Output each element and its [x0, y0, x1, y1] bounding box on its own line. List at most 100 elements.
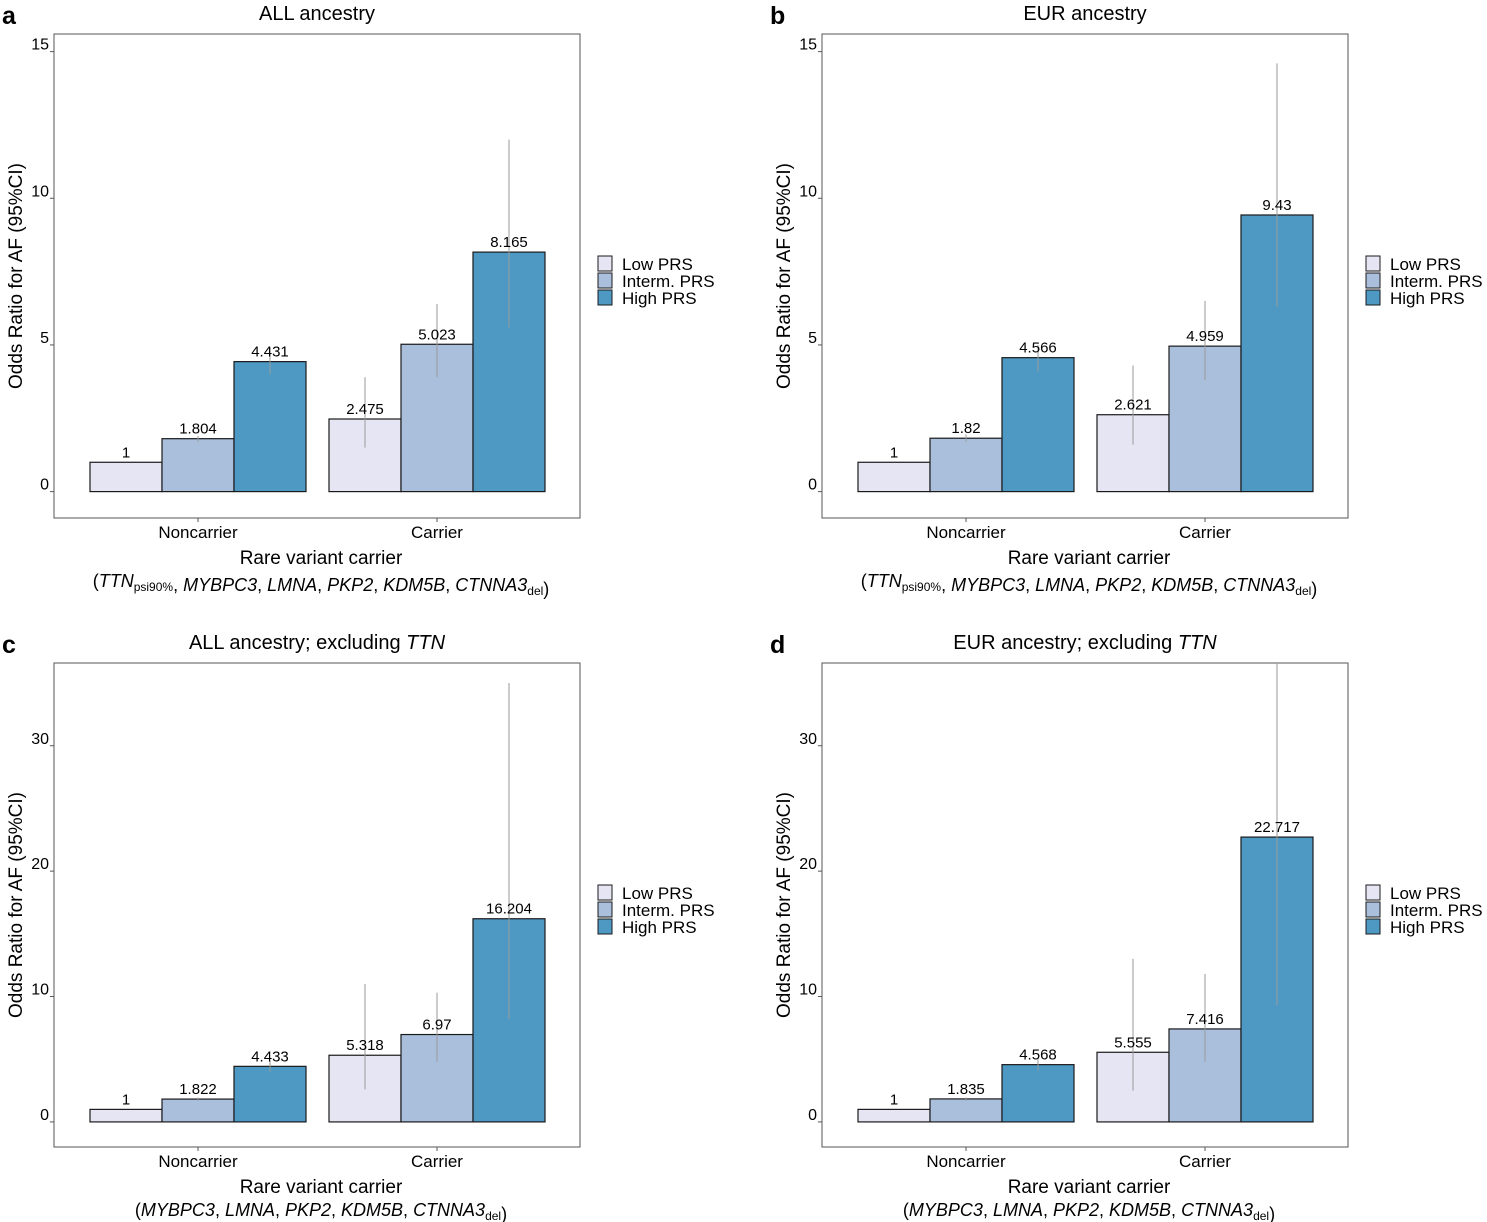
bar-value-label: 8.165: [490, 234, 528, 251]
x-tick-label: Noncarrier: [158, 1152, 238, 1171]
y-tick-label: 10: [31, 183, 49, 200]
panel-letter: c: [2, 631, 16, 659]
legend-label: High PRS: [1390, 289, 1465, 308]
panel-b: b EUR ancestry 0 5 10 15 Odds Ratio for AF (95…: [770, 2, 1483, 599]
legend-label: Low PRS: [622, 255, 693, 274]
panel-d: d EUR ancestry; excluding TTN 0 10 20 30 Odds …: [770, 631, 1483, 1222]
legend-label: High PRS: [622, 289, 697, 308]
chart-title: EUR ancestry: [1023, 3, 1146, 25]
bar-low-prsnoncarrier: [89, 1108, 163, 1123]
bar-interm-prsnoncarrier: [929, 437, 1003, 493]
x-tick-label: Noncarrier: [926, 523, 1006, 542]
panel-c: c ALL ancestry; excluding TTN 0 10 20 30 Odds …: [2, 631, 715, 1222]
y-tick-label: 0: [808, 1107, 817, 1124]
bar-high-prsnoncarrier: [1001, 1064, 1075, 1123]
y-tick-label: 5: [808, 330, 817, 347]
bar-value-label: 5.555: [1114, 1034, 1152, 1051]
bar-high-prsnoncarrier: [233, 1065, 307, 1123]
legend-swatch: [1365, 272, 1381, 289]
bar-value-label: 1.82: [951, 420, 980, 437]
bar-value-label: 1: [122, 1091, 130, 1108]
y-tick-label: 0: [40, 477, 49, 494]
x-tick-label: Carrier: [411, 523, 463, 542]
bar-high-prsnoncarrier: [1001, 357, 1075, 493]
y-axis-label: Odds Ratio for AF (95%CI): [774, 163, 795, 389]
legend-swatch: [597, 918, 613, 935]
legend-label: High PRS: [1390, 918, 1465, 937]
x-axis-gene-list: (MYBPC3, LMNA, PKP2, KDM5B, CTNNA3del): [135, 1200, 507, 1222]
x-tick-label: Carrier: [1179, 1152, 1231, 1171]
x-axis-gene-list: (MYBPC3, LMNA, PKP2, KDM5B, CTNNA3del): [903, 1200, 1275, 1222]
bar-value-label: 4.433: [251, 1048, 289, 1065]
bar-value-label: 5.318: [346, 1037, 384, 1054]
bar-value-label: 7.416: [1186, 1011, 1224, 1028]
y-tick-label: 0: [40, 1107, 49, 1124]
bar-value-label: 4.568: [1019, 1047, 1057, 1064]
x-tick-label: Carrier: [1179, 523, 1231, 542]
plot-area: [821, 33, 1349, 519]
bar-value-label: 5.023: [418, 326, 456, 343]
y-tick-label: 10: [799, 982, 817, 999]
bar-value-label: 4.566: [1019, 340, 1057, 357]
y-tick-label: 0: [808, 477, 817, 494]
bar-value-label: 1.822: [179, 1081, 217, 1098]
y-tick-label: 30: [799, 731, 817, 748]
legend-label: Interm. PRS: [1390, 901, 1483, 920]
legend-swatch: [597, 901, 613, 918]
legend-label: Low PRS: [622, 884, 693, 903]
x-axis-label: Rare variant carrier: [1008, 1177, 1171, 1198]
bar-interm-prsnoncarrier: [929, 1098, 1003, 1123]
x-axis-label: Rare variant carrier: [1008, 548, 1171, 569]
legend-label: Interm. PRS: [622, 901, 715, 920]
chart-title: ALL ancestry; excluding TTN: [189, 632, 446, 654]
y-tick-label: 30: [31, 731, 49, 748]
legend-label: Interm. PRS: [622, 272, 715, 291]
x-axis-label: Rare variant carrier: [240, 1177, 403, 1198]
bar-value-label: 6.97: [422, 1017, 451, 1034]
y-axis-label: Odds Ratio for AF (95%CI): [6, 163, 27, 389]
bar-value-label: 9.43: [1262, 197, 1291, 214]
legend-swatch: [597, 272, 613, 289]
panel-letter: a: [2, 2, 17, 30]
bar-high-prsnoncarrier: [233, 361, 307, 493]
x-tick-label: Noncarrier: [926, 1152, 1006, 1171]
y-tick-label: 10: [799, 183, 817, 200]
panel-letter: b: [770, 2, 785, 30]
y-tick-label: 10: [31, 982, 49, 999]
y-axis-label: Odds Ratio for AF (95%CI): [6, 792, 27, 1018]
x-axis-gene-list: (TTNpsi90%, MYBPC3, LMNA, PKP2, KDM5B, C…: [861, 571, 1318, 599]
y-tick-label: 20: [799, 856, 817, 873]
legend-swatch: [597, 884, 613, 901]
bar-interm-prsnoncarrier: [161, 438, 235, 493]
plot-area: [53, 33, 581, 519]
panel-letter: d: [770, 631, 785, 659]
legend-swatch: [1365, 289, 1381, 306]
chart-title: EUR ancestry; excluding TTN: [953, 632, 1217, 654]
bar-low-prsnoncarrier: [857, 461, 931, 493]
bar-low-prsnoncarrier: [857, 1108, 931, 1123]
legend-swatch: [1365, 901, 1381, 918]
legend-swatch: [597, 255, 613, 272]
bar-value-label: 1.804: [179, 421, 217, 438]
x-tick-label: Noncarrier: [158, 523, 238, 542]
legend-swatch: [1365, 918, 1381, 935]
legend-label: High PRS: [622, 918, 697, 937]
legend-label: Low PRS: [1390, 884, 1461, 903]
bar-low-prsnoncarrier: [89, 461, 163, 493]
bar-value-label: 16.204: [486, 901, 532, 918]
chart-title: ALL ancestry: [259, 3, 375, 25]
y-axis-label: Odds Ratio for AF (95%CI): [774, 792, 795, 1018]
x-axis-gene-list: (TTNpsi90%, MYBPC3, LMNA, PKP2, KDM5B, C…: [93, 571, 550, 599]
bar-interm-prsnoncarrier: [161, 1098, 235, 1123]
bar-value-label: 1: [890, 444, 898, 461]
y-tick-label: 20: [31, 856, 49, 873]
x-axis-label: Rare variant carrier: [240, 548, 403, 569]
bar-value-label: 4.431: [251, 344, 289, 361]
y-tick-label: 5: [40, 330, 49, 347]
y-tick-label: 15: [31, 37, 49, 54]
bar-value-label: 1.835: [947, 1081, 985, 1098]
